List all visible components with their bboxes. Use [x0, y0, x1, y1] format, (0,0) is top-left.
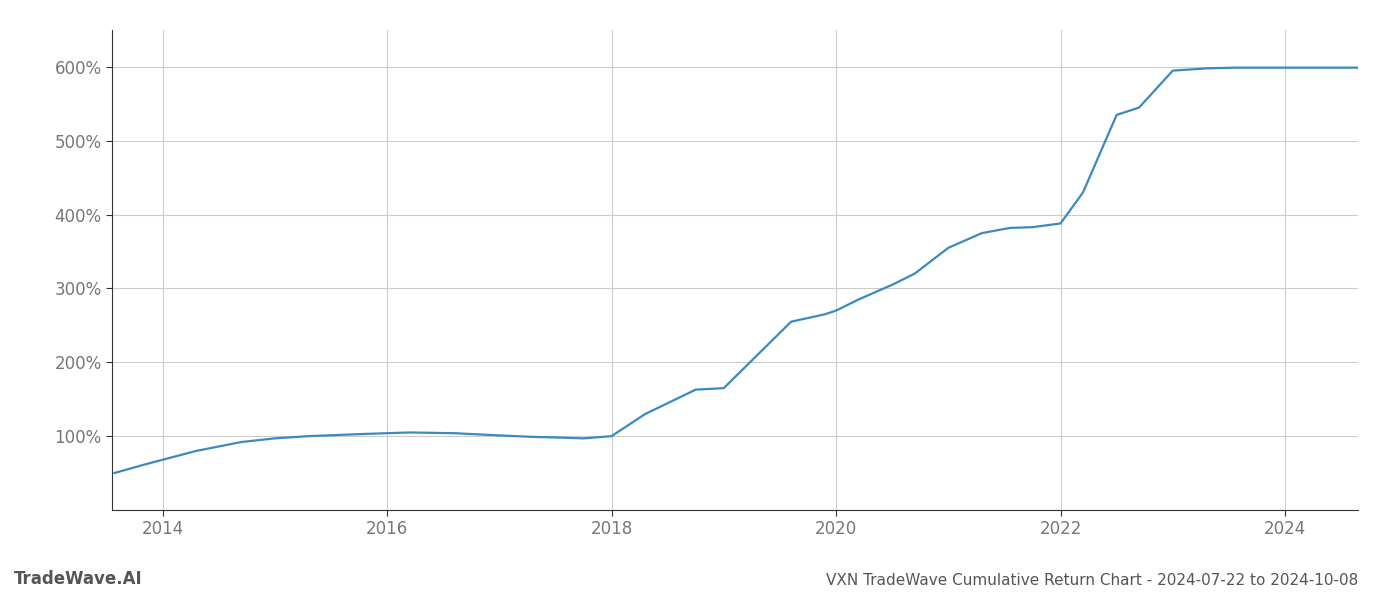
Text: TradeWave.AI: TradeWave.AI — [14, 570, 143, 588]
Text: VXN TradeWave Cumulative Return Chart - 2024-07-22 to 2024-10-08: VXN TradeWave Cumulative Return Chart - … — [826, 573, 1358, 588]
